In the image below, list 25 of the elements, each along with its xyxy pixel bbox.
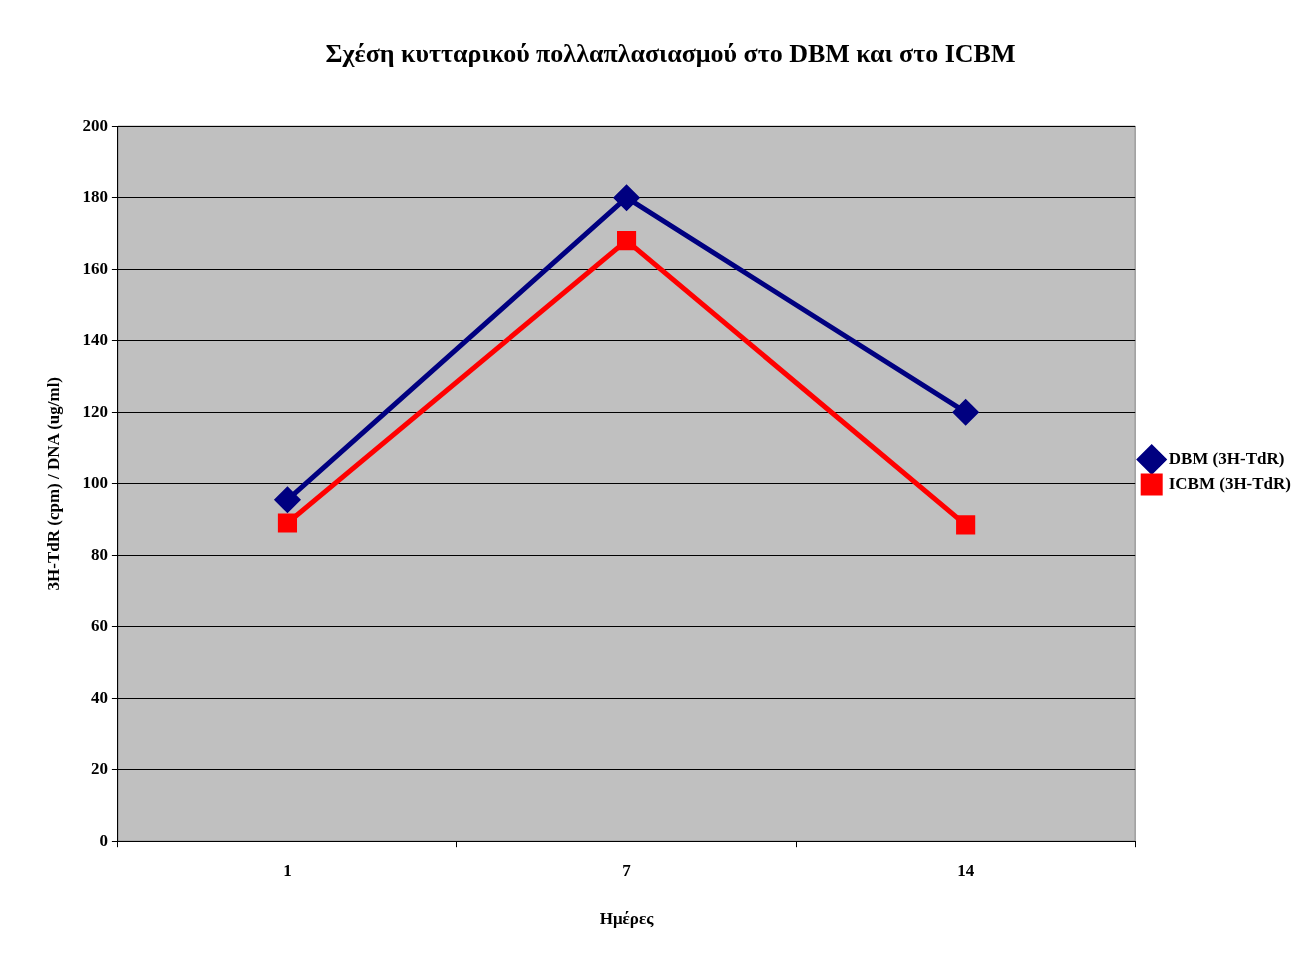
y-axis-title: 3H-TdR (cpm) / DNA (ug/ml) xyxy=(43,376,63,591)
y-tick-label: 100 xyxy=(82,473,108,493)
point xyxy=(614,185,640,211)
legend-label: ICBM (3H-TdR) xyxy=(1168,473,1292,493)
point xyxy=(616,231,637,251)
point xyxy=(274,487,300,513)
x-tick-label: 7 xyxy=(622,860,632,880)
point xyxy=(956,515,976,535)
y-tick-label: 140 xyxy=(82,330,108,350)
y-tick-label: 180 xyxy=(82,187,108,207)
y-tick-label: 80 xyxy=(90,544,108,564)
point xyxy=(277,513,298,533)
chart-title: Σχέση κυτταρικού πολλαπλασιασμού στο DBM και στο ICBM xyxy=(325,39,1016,69)
y-tick-label: 200 xyxy=(82,115,108,135)
x-axis-title: Ημέρες xyxy=(599,909,655,929)
point xyxy=(953,399,979,425)
y-tick-label: 60 xyxy=(90,616,108,636)
y-tick-label: 40 xyxy=(90,687,108,707)
y-tick-label: 120 xyxy=(82,401,108,421)
y-tick-label: 0 xyxy=(99,830,108,850)
x-tick-label: 14 xyxy=(957,860,975,880)
x-tick-label: 1 xyxy=(283,860,292,880)
y-tick-label: 160 xyxy=(82,258,108,278)
legend-label: DBM (3H-TdR) xyxy=(1168,448,1285,468)
y-tick-label: 20 xyxy=(90,759,108,779)
